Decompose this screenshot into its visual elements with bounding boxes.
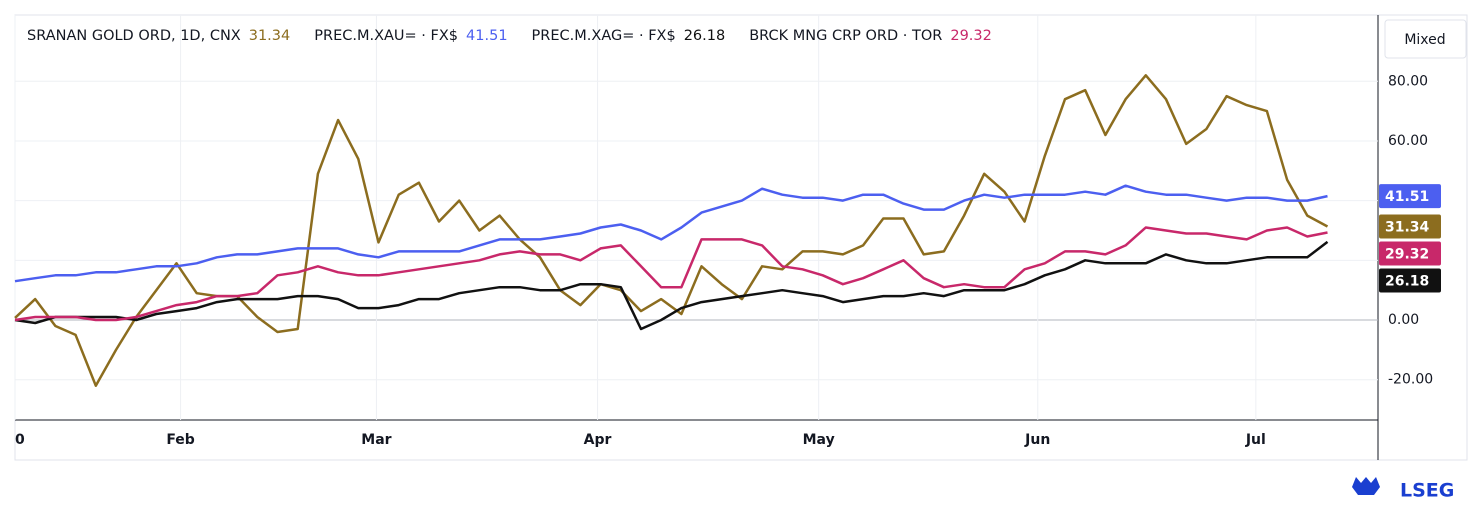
value-tag bbox=[1379, 268, 1441, 293]
value-tag-label: 29.32 bbox=[1385, 246, 1429, 262]
mode-button-label[interactable]: Mixed bbox=[1404, 32, 1445, 48]
y-tick-label: 0.00 bbox=[1388, 312, 1419, 328]
value-tag bbox=[1379, 214, 1441, 239]
y-tick-label: -20.00 bbox=[1388, 372, 1433, 388]
legend-label: SRANAN GOLD ORD, 1D, CNX bbox=[27, 28, 241, 44]
logo-text: LSEG bbox=[1400, 480, 1454, 502]
line-series bbox=[14, 226, 1328, 322]
x-tick-label: Jun bbox=[1024, 432, 1050, 448]
legend-value: 41.51 bbox=[466, 28, 508, 44]
value-tag-label: 26.18 bbox=[1385, 273, 1429, 289]
legend-label: PREC.M.XAU= · FX$ bbox=[314, 28, 459, 44]
x-tick-label: Feb bbox=[166, 432, 195, 448]
value-tag-label: 41.51 bbox=[1385, 189, 1429, 205]
legend-label: PREC.M.XAG= · FX$ bbox=[531, 28, 676, 44]
x-tick-label: Mar bbox=[361, 432, 391, 448]
line-series bbox=[14, 240, 1329, 331]
value-tag bbox=[1379, 184, 1441, 209]
x-tick-label: May bbox=[803, 432, 835, 448]
legend-value: 29.32 bbox=[950, 28, 992, 44]
legend-value: 26.18 bbox=[683, 28, 726, 44]
legend: SRANAN GOLD ORD, 1D, CNX 31.34 PREC.M.XAU=… bbox=[27, 28, 1016, 44]
x-tick-label: 0 bbox=[15, 432, 25, 448]
y-tick-label: 60.00 bbox=[1388, 133, 1428, 149]
logo-icon bbox=[1352, 477, 1380, 495]
line-series bbox=[14, 184, 1328, 283]
x-tick-label: Jul bbox=[1245, 432, 1266, 448]
x-tick-label: Apr bbox=[584, 432, 612, 448]
value-tag-label: 31.34 bbox=[1385, 219, 1430, 235]
legend-label: BRCK MNG CRP ORD · TOR bbox=[749, 28, 943, 44]
value-tag bbox=[1379, 241, 1441, 266]
line-series bbox=[14, 74, 1329, 387]
y-tick-label: 80.00 bbox=[1388, 73, 1428, 89]
logo: LSEG bbox=[1352, 477, 1454, 502]
grid bbox=[14, 15, 1378, 420]
legend-value: 31.34 bbox=[248, 28, 291, 44]
mode-button[interactable] bbox=[1384, 19, 1467, 59]
